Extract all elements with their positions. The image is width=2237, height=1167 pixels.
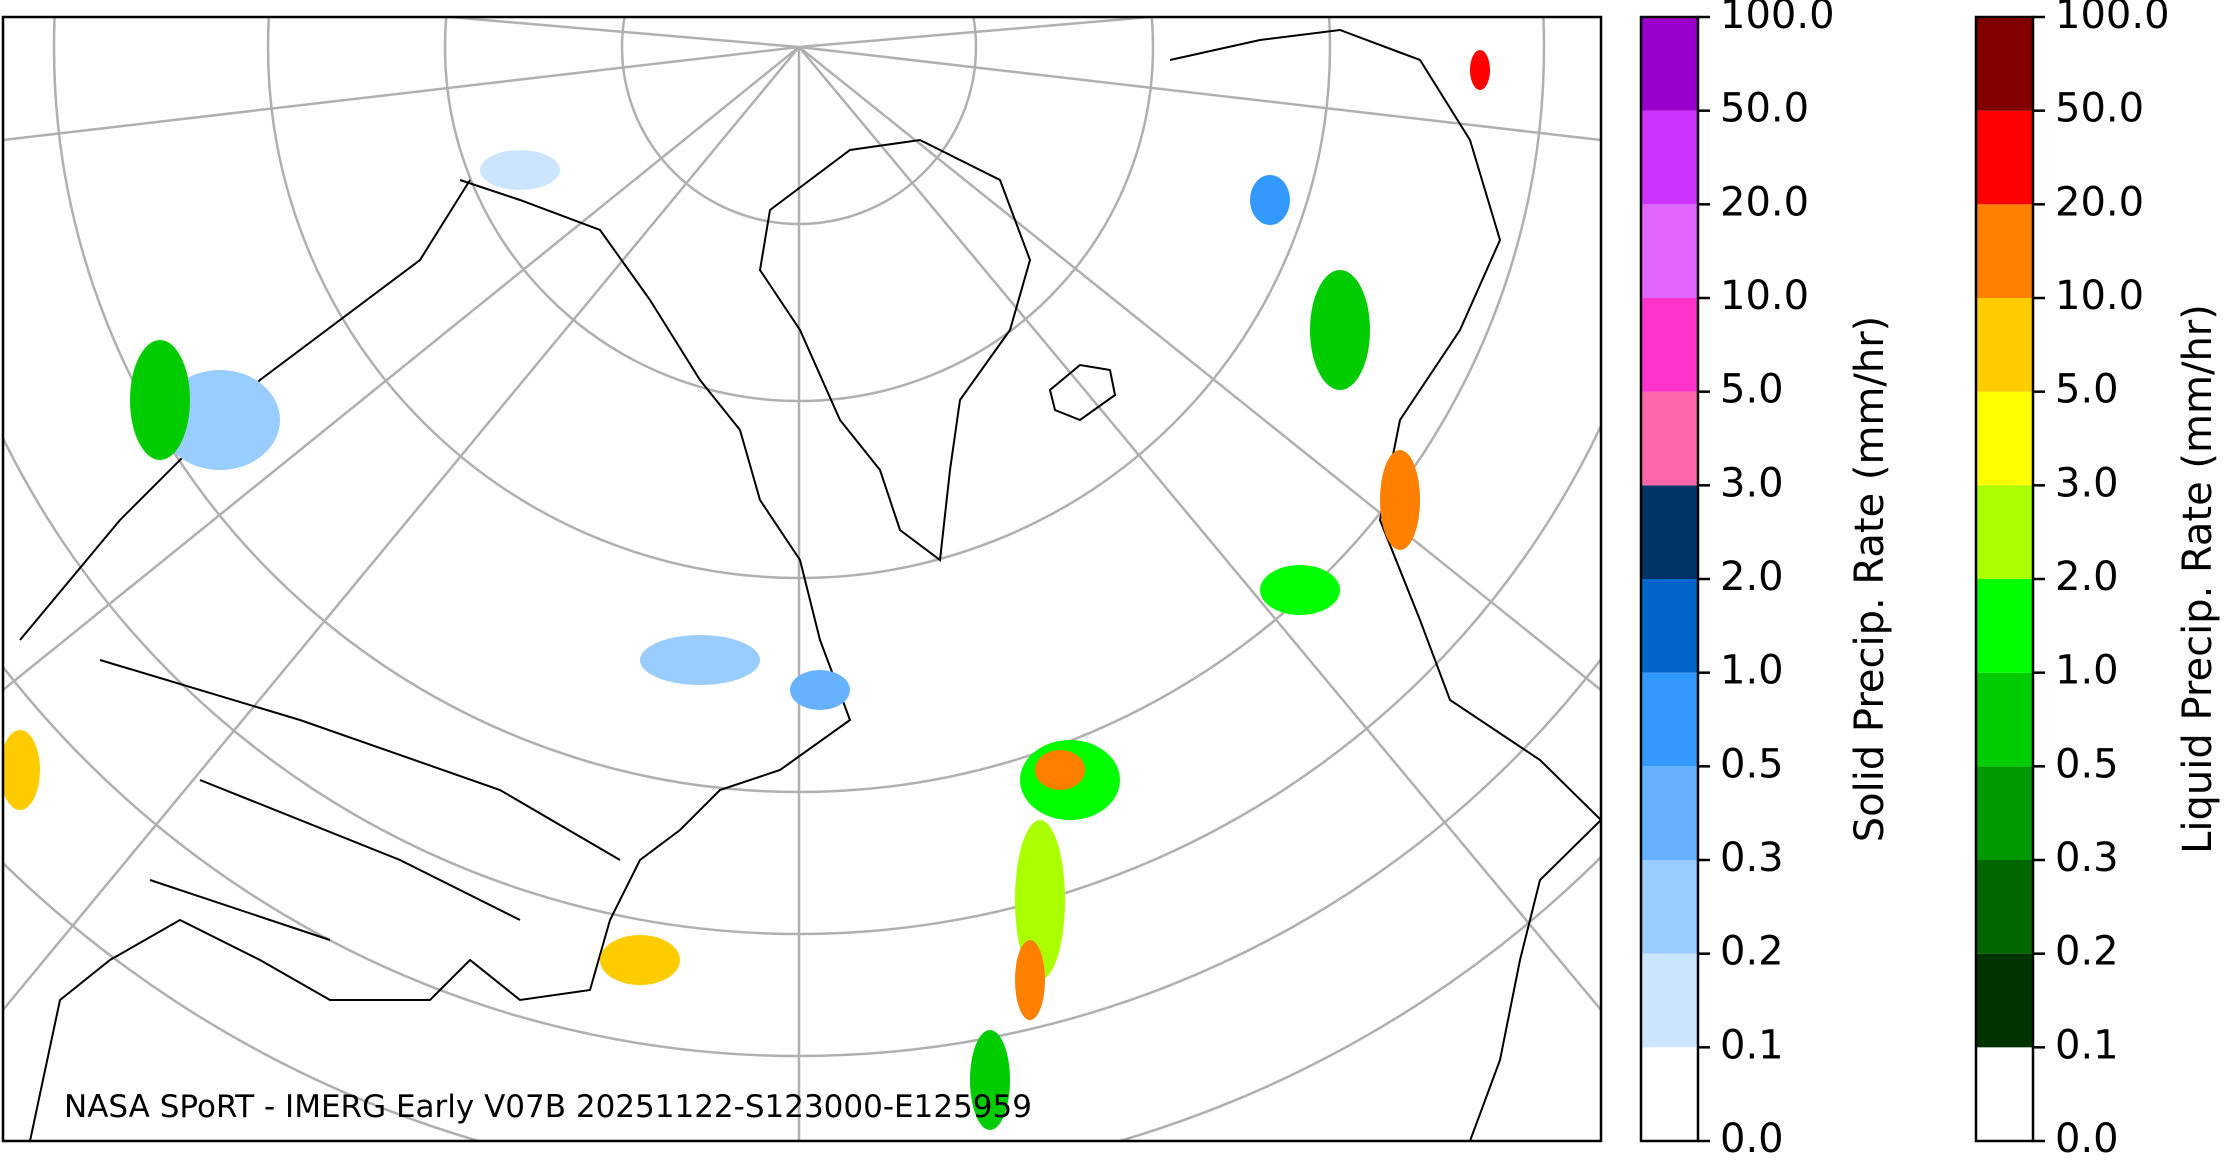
meridian <box>3 45 800 142</box>
colorbar-tick-label: 10.0 <box>1720 273 1809 319</box>
meridian <box>798 17 1151 49</box>
north-america-coast <box>29 179 852 1141</box>
snow-area <box>790 670 850 710</box>
colorbar-segment <box>1976 672 2033 767</box>
colorbar-tick-label: 0.2 <box>1720 929 1784 975</box>
colorbar-segment <box>1976 110 2033 205</box>
colorbar-segment <box>1976 391 2033 486</box>
colorbar-segment <box>1976 204 2033 298</box>
colorbar-tick-label: 3.0 <box>2055 460 2119 506</box>
iceland <box>1048 363 1117 422</box>
colorbar-segment <box>1976 953 2033 1048</box>
colorbar-segment <box>1641 860 1698 954</box>
colorbar-tick-label: 1.0 <box>2055 648 2119 694</box>
rain-area <box>1310 270 1370 390</box>
meridian <box>449 17 800 49</box>
europe-coast <box>1169 28 1601 821</box>
colorbar-tick-label: 0.3 <box>1720 835 1784 881</box>
colorbar-tick-label: 3.0 <box>1720 460 1784 506</box>
colorbar-segment <box>1641 579 1698 673</box>
colorbar-tick-label: 1.0 <box>1720 648 1784 694</box>
snow-area <box>480 150 560 190</box>
rain-area <box>970 1030 1010 1130</box>
borders <box>99 659 621 941</box>
rain-area <box>1260 565 1340 615</box>
snow-area <box>640 635 760 685</box>
colorbar-tick-label: 20.0 <box>1720 179 1809 225</box>
colorbar-segment <box>1641 1047 1698 1141</box>
colorbar-tick-label: 100.0 <box>2055 0 2170 38</box>
colorbar-segment <box>1641 204 1698 298</box>
colorbar-segment <box>1976 766 2033 860</box>
colorbar-segment <box>1641 391 1698 486</box>
colorbar-tick-label: 0.3 <box>2055 835 2119 881</box>
colorbars: 0.0 0.1 0.2 0.3 0.5 1.0 2.0 3.0 5.0 10.0 20.0 50.0 1… <box>1639 0 2221 1162</box>
colorbar-segment <box>1641 766 1698 860</box>
rain-area <box>130 340 190 460</box>
meridian <box>798 46 1601 691</box>
annotation: NASA SPoRT - IMERG Early V07B 20251122-S… <box>64 1089 1032 1125</box>
colorbar-tick-label: 5.0 <box>2055 367 2119 413</box>
colorbar-label: Solid Precip. Rate (mm/hr) <box>1847 316 1893 843</box>
colorbar-tick-label: 0.2 <box>2055 929 2119 975</box>
colorbar-tick-label: 0.5 <box>1720 741 1784 787</box>
rain-area <box>1035 750 1085 790</box>
snow-area <box>1250 175 1290 225</box>
map: NASA SPoRT - IMERG Early V07B 20251122-S… <box>3 17 1601 1141</box>
meridian <box>798 46 1601 1011</box>
map-frame <box>1 15 1603 1143</box>
colorbar-tick-label: 10.0 <box>2055 273 2144 319</box>
colorbar-tick-label: 50.0 <box>1720 86 1809 132</box>
colorbar-segment <box>1641 953 1698 1048</box>
colorbar-segment <box>1641 110 1698 205</box>
rain-area <box>1380 450 1420 550</box>
colorbar-segment <box>1976 860 2033 954</box>
meridian <box>3 46 800 691</box>
colorbar-tick-label: 5.0 <box>1720 367 1784 413</box>
west-coast <box>19 179 471 641</box>
colorbar-segment <box>1976 579 2033 673</box>
colorbar-tick-label: 0.1 <box>2055 1022 2119 1068</box>
colorbar-segment <box>1641 298 1698 392</box>
colorbar-tick-label: 0.0 <box>1720 1116 1784 1162</box>
precipitation <box>3 50 1490 1130</box>
rain-area <box>1015 940 1045 1020</box>
colorbar-segment <box>1976 1047 2033 1141</box>
rain-area <box>1015 820 1065 980</box>
rain-area <box>1470 50 1490 90</box>
colorbar-tick-label: 0.1 <box>1720 1022 1784 1068</box>
colorbar-tick-label: 50.0 <box>2055 86 2144 132</box>
colorbar-tick-label: 0.5 <box>2055 741 2119 787</box>
colorbar-label: Liquid Precip. Rate (mm/hr) <box>2175 304 2221 854</box>
meridian <box>3 46 800 1011</box>
snow-area <box>160 370 280 470</box>
colorbar-tick-label: 20.0 <box>2055 179 2144 225</box>
rain-area <box>600 935 680 985</box>
graticule <box>3 17 1601 1141</box>
colorbar-segment <box>1976 298 2033 392</box>
rain-area <box>3 730 40 810</box>
colorbar-tick-label: 2.0 <box>1720 554 1784 600</box>
colorbar-tick-label: 100.0 <box>1720 0 1835 38</box>
colorbar-tick-label: 0.0 <box>2055 1116 2119 1162</box>
colorbar-segment <box>1976 485 2033 579</box>
colorbar-segment <box>1641 672 1698 767</box>
colorbar-tick-label: 2.0 <box>2055 554 2119 600</box>
colorbar-segment <box>1641 485 1698 579</box>
coastlines <box>19 28 1601 1141</box>
greenland <box>758 138 1032 562</box>
meridian <box>798 45 1601 142</box>
colorbar-segment <box>1641 17 1698 111</box>
africa-coast <box>1469 819 1601 1141</box>
colorbar-segment <box>1976 17 2033 111</box>
